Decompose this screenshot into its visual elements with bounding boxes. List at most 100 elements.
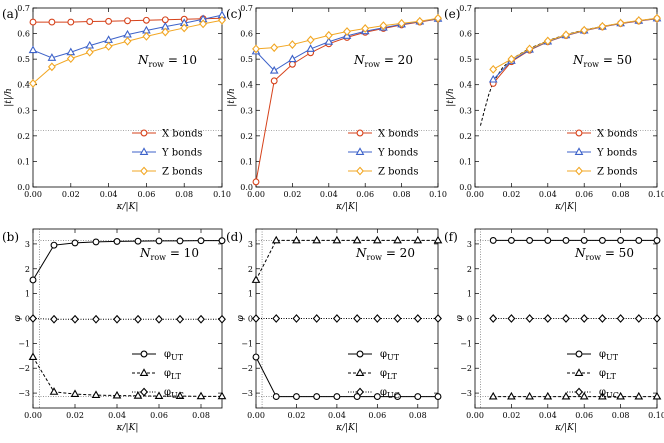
y-tick-label: 0.1 <box>17 157 30 166</box>
x-tick-label: 0.08 <box>409 411 427 420</box>
legend-label: Y bonds <box>161 148 202 159</box>
x-tick-label: 0.08 <box>612 411 630 420</box>
legend-marker <box>574 368 584 376</box>
data-point <box>48 18 56 26</box>
data-point <box>372 235 382 244</box>
y-tick-label: −3 <box>241 389 253 398</box>
data-point <box>353 393 361 401</box>
x-axis-label: κ/|K| <box>116 423 139 433</box>
data-point <box>507 314 516 323</box>
y-tick-label: −1 <box>241 339 253 348</box>
y-tick-label: 1 <box>25 290 30 299</box>
series-circle <box>489 236 661 244</box>
data-point <box>199 19 208 29</box>
data-point <box>161 27 170 37</box>
data-point <box>489 236 497 244</box>
data-point <box>543 391 553 400</box>
data-point <box>543 314 552 323</box>
legend-label: φUC <box>164 387 184 400</box>
legend-marker <box>140 166 148 176</box>
x-tick-label: 0.04 <box>108 411 126 420</box>
series-line <box>492 17 658 70</box>
legend-marker <box>575 387 583 397</box>
legend-label: X bonds <box>378 129 419 140</box>
data-point <box>218 15 226 25</box>
series-diamond <box>489 314 661 323</box>
x-tick-label: 0.06 <box>150 411 168 420</box>
nrow-annotation: Nrow = 10 <box>137 53 197 69</box>
y-axis-label: |t|/h <box>4 88 14 107</box>
data-point <box>489 64 498 74</box>
data-point <box>653 13 661 23</box>
data-point <box>180 23 189 33</box>
series-line <box>32 240 222 281</box>
legend-marker <box>575 350 583 358</box>
data-point <box>324 37 334 45</box>
data-point <box>67 18 75 26</box>
data-point <box>544 236 552 244</box>
data-point <box>49 387 59 395</box>
data-point <box>142 16 150 24</box>
data-point <box>580 25 589 35</box>
data-point <box>271 235 281 244</box>
data-point <box>28 45 38 54</box>
legend-marker <box>139 368 149 376</box>
y-tick-label: 0.5 <box>17 55 30 64</box>
series-line <box>492 18 658 84</box>
panel-a: 0.00 0.02 0.04 0.06 0.08 0.10 0.0 0.1 0.2 0.3 0.4 0… <box>2 4 231 212</box>
legend: φUT φLT φUC <box>567 349 619 400</box>
data-point <box>617 236 625 244</box>
legend-label: Z bonds <box>378 167 419 178</box>
y-tick-label: 0.3 <box>240 106 253 115</box>
legend-marker <box>574 147 584 155</box>
y-axis-label: φ <box>13 315 23 322</box>
data-point <box>343 27 351 36</box>
data-point <box>113 314 121 324</box>
y-tick-label: 1 <box>248 290 253 299</box>
y-tick-label: 0.5 <box>459 55 472 64</box>
y-tick-label: 3 <box>467 240 472 249</box>
x-tick-label: 0.04 <box>320 190 338 199</box>
series-triangle <box>251 14 443 74</box>
data-point <box>29 276 37 284</box>
y-tick-label: 0.0 <box>459 183 472 192</box>
data-point <box>70 389 80 398</box>
legend: φUT φLT φUC <box>348 349 400 400</box>
legend-label: φLT <box>164 368 182 381</box>
y-tick-label: 2 <box>467 265 472 274</box>
data-point <box>196 391 206 400</box>
y-axis-label: |t|/h <box>446 88 456 107</box>
data-point <box>29 79 37 88</box>
legend-label: X bonds <box>162 129 203 140</box>
y-tick-label: 0.2 <box>17 132 30 141</box>
data-point <box>176 314 184 324</box>
data-point <box>175 391 185 400</box>
data-point <box>161 16 169 24</box>
series-line <box>255 239 438 281</box>
series-line <box>32 19 223 84</box>
data-point <box>434 314 442 323</box>
data-point <box>66 54 75 64</box>
legend-marker <box>139 147 149 155</box>
panel-e: 0.00 0.02 0.04 0.06 0.08 0.10 0.0 0.1 0.2 0.3 0.4 0… <box>444 4 664 212</box>
legend-marker <box>355 147 365 155</box>
series-diamond <box>489 13 661 74</box>
y-tick-label: 0.4 <box>17 81 30 90</box>
y-tick-label: 0.4 <box>459 81 472 90</box>
y-tick-label: 2 <box>25 265 30 274</box>
data-point <box>634 16 643 25</box>
y-tick-label: 0.5 <box>240 55 253 64</box>
data-point <box>488 391 498 400</box>
y-tick-label: 0.0 <box>240 183 253 192</box>
data-point <box>154 391 164 400</box>
data-point <box>91 390 101 399</box>
series-circle <box>29 237 226 284</box>
legend-marker <box>356 129 364 137</box>
legend-label: φLT <box>380 368 398 381</box>
data-point <box>525 44 534 54</box>
x-tick-label: 0.10 <box>429 190 447 199</box>
x-tick-label: 0.00 <box>247 190 265 199</box>
legend: X bonds Y bonds Z bonds <box>132 129 203 178</box>
x-tick-label: 0.00 <box>247 411 265 420</box>
x-tick-label: 0.04 <box>539 411 557 420</box>
